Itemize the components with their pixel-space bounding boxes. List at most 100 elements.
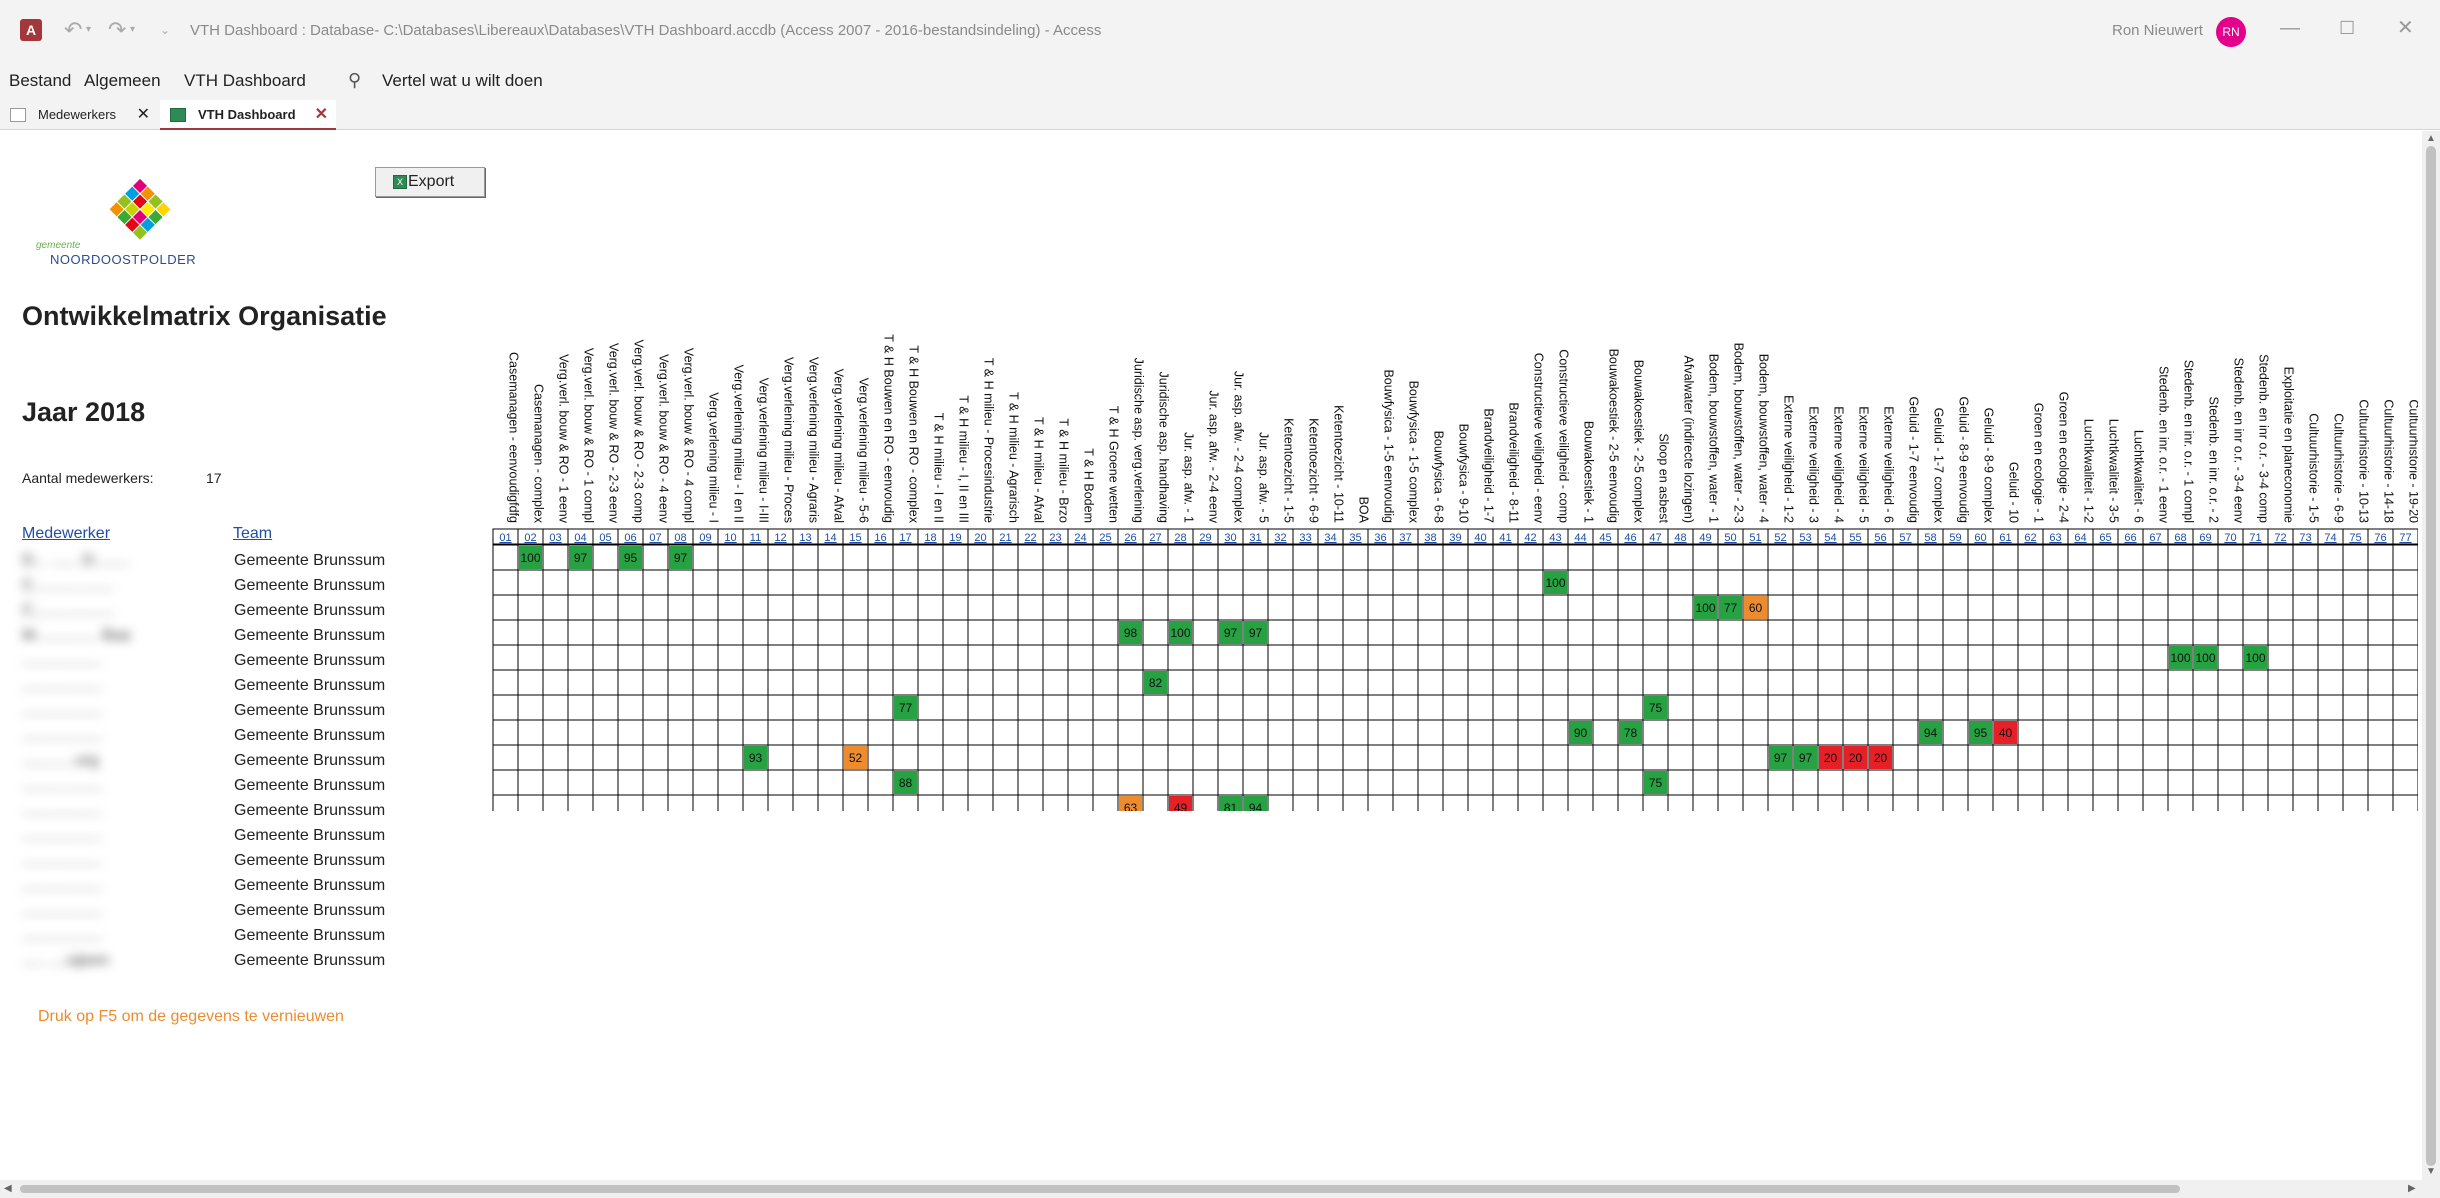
score-cell[interactable] [1994, 721, 2017, 744]
column-number-link[interactable]: 43 [1549, 532, 1561, 544]
column-number-link[interactable]: 35 [1349, 532, 1361, 544]
score-cell[interactable] [1619, 721, 1642, 744]
column-number-link[interactable]: 07 [649, 532, 661, 544]
redo-icon[interactable]: ↷ [108, 17, 127, 42]
tell-me-search[interactable]: Vertel wat u wilt doen [382, 71, 543, 90]
score-cell[interactable] [1169, 796, 1192, 811]
column-number-link[interactable]: 21 [999, 532, 1011, 544]
scroll-right-icon[interactable]: ▶ [2408, 1183, 2416, 1194]
score-cell[interactable] [1794, 746, 1817, 769]
user-name[interactable]: Ron Nieuwert [2112, 22, 2203, 39]
column-number-link[interactable]: 62 [2024, 532, 2036, 544]
column-number-link[interactable]: 61 [1999, 532, 2011, 544]
score-cell[interactable] [569, 546, 592, 569]
column-number-link[interactable]: 64 [2074, 532, 2086, 544]
column-number-link[interactable]: 11 [750, 532, 761, 544]
horizontal-scrollbar[interactable]: ◀ ▶ [0, 1180, 2440, 1198]
employee-column-header[interactable]: Medewerker [22, 525, 111, 542]
column-number-link[interactable]: 47 [1649, 532, 1661, 544]
column-number-link[interactable]: 09 [699, 532, 711, 544]
column-number-link[interactable]: 55 [1849, 532, 1861, 544]
column-number-link[interactable]: 56 [1874, 532, 1886, 544]
score-cell[interactable] [1119, 796, 1142, 811]
column-number-link[interactable]: 63 [2049, 532, 2061, 544]
score-cell[interactable] [1869, 746, 1892, 769]
column-number-link[interactable]: 65 [2099, 532, 2111, 544]
horizontal-scroll-thumb[interactable] [20, 1185, 2180, 1193]
close-tab-icon[interactable]: ✕ [136, 106, 150, 123]
score-cell[interactable] [1219, 621, 1242, 644]
ribbon-tab-bestand[interactable]: Bestand [9, 71, 72, 90]
column-number-link[interactable]: 24 [1074, 532, 1086, 544]
column-number-link[interactable]: 58 [1924, 532, 1936, 544]
score-cell[interactable] [1569, 721, 1592, 744]
column-number-link[interactable]: 54 [1824, 532, 1836, 544]
column-number-link[interactable]: 77 [2399, 532, 2411, 544]
column-number-link[interactable]: 67 [2149, 532, 2161, 544]
column-number-link[interactable]: 49 [1699, 532, 1711, 544]
column-number-link[interactable]: 30 [1224, 532, 1236, 544]
column-number-link[interactable]: 17 [899, 532, 911, 544]
column-number-link[interactable]: 51 [1749, 532, 1761, 544]
column-number-link[interactable]: 12 [774, 532, 786, 544]
score-cell[interactable] [1144, 671, 1167, 694]
column-number-link[interactable]: 32 [1274, 532, 1286, 544]
column-number-link[interactable]: 59 [1949, 532, 1961, 544]
score-cell[interactable] [519, 546, 542, 569]
column-number-link[interactable]: 40 [1474, 532, 1486, 544]
score-cell[interactable] [1644, 771, 1667, 794]
column-number-link[interactable]: 19 [949, 532, 961, 544]
access-app-icon[interactable]: A [20, 19, 42, 41]
column-number-link[interactable]: 44 [1574, 532, 1586, 544]
column-number-link[interactable]: 23 [1049, 532, 1061, 544]
vertical-scrollbar[interactable]: ▲ ▼ [2422, 131, 2440, 1180]
score-cell[interactable] [1219, 796, 1242, 811]
column-number-link[interactable]: 04 [574, 532, 586, 544]
score-cell[interactable] [619, 546, 642, 569]
column-number-link[interactable]: 13 [799, 532, 811, 544]
score-cell[interactable] [1244, 796, 1267, 811]
column-number-link[interactable]: 18 [924, 532, 936, 544]
minimize-icon[interactable]: — [2280, 17, 2300, 39]
column-number-link[interactable]: 01 [499, 532, 511, 544]
column-number-link[interactable]: 25 [1099, 532, 1111, 544]
column-number-link[interactable]: 08 [674, 532, 686, 544]
column-number-link[interactable]: 14 [824, 532, 836, 544]
column-number-link[interactable]: 75 [2349, 532, 2361, 544]
column-number-link[interactable]: 06 [624, 532, 636, 544]
undo-icon[interactable]: ↶ [64, 17, 83, 42]
column-number-link[interactable]: 05 [599, 532, 611, 544]
column-number-link[interactable]: 74 [2324, 532, 2336, 544]
scroll-up-icon[interactable]: ▲ [2426, 133, 2436, 144]
score-cell[interactable] [2169, 646, 2192, 669]
score-cell[interactable] [744, 746, 767, 769]
column-number-link[interactable]: 72 [2274, 532, 2286, 544]
column-number-link[interactable]: 53 [1799, 532, 1811, 544]
score-cell[interactable] [1744, 596, 1767, 619]
column-number-link[interactable]: 20 [974, 532, 986, 544]
column-number-link[interactable]: 37 [1399, 532, 1411, 544]
scroll-left-icon[interactable]: ◀ [4, 1183, 12, 1194]
column-number-link[interactable]: 34 [1324, 532, 1336, 544]
column-number-link[interactable]: 50 [1724, 532, 1736, 544]
ribbon-tab-vth-dashboard[interactable]: VTH Dashboard [184, 71, 306, 90]
close-tab-icon[interactable]: ✕ [314, 106, 328, 123]
score-cell[interactable] [2194, 646, 2217, 669]
avatar[interactable]: RN [2216, 17, 2246, 47]
customize-qat-icon[interactable]: ⌄ [160, 23, 171, 37]
score-cell[interactable] [2244, 646, 2267, 669]
score-cell[interactable] [894, 696, 917, 719]
column-number-link[interactable]: 48 [1674, 532, 1686, 544]
ribbon-tab-algemeen[interactable]: Algemeen [84, 71, 161, 90]
column-number-link[interactable]: 45 [1599, 532, 1611, 544]
score-cell[interactable] [1969, 721, 1992, 744]
column-number-link[interactable]: 33 [1299, 532, 1311, 544]
column-number-link[interactable]: 71 [2249, 532, 2261, 544]
scroll-down-icon[interactable]: ▼ [2426, 1166, 2436, 1177]
tab-vth-dashboard[interactable]: VTH Dashboard ✕ [160, 100, 336, 130]
column-number-link[interactable]: 42 [1524, 532, 1536, 544]
redo-dropdown-icon[interactable]: ▾ [130, 24, 136, 35]
maximize-icon[interactable]: ☐ [2339, 18, 2356, 38]
column-number-link[interactable]: 57 [1899, 532, 1911, 544]
column-number-link[interactable]: 69 [2199, 532, 2211, 544]
